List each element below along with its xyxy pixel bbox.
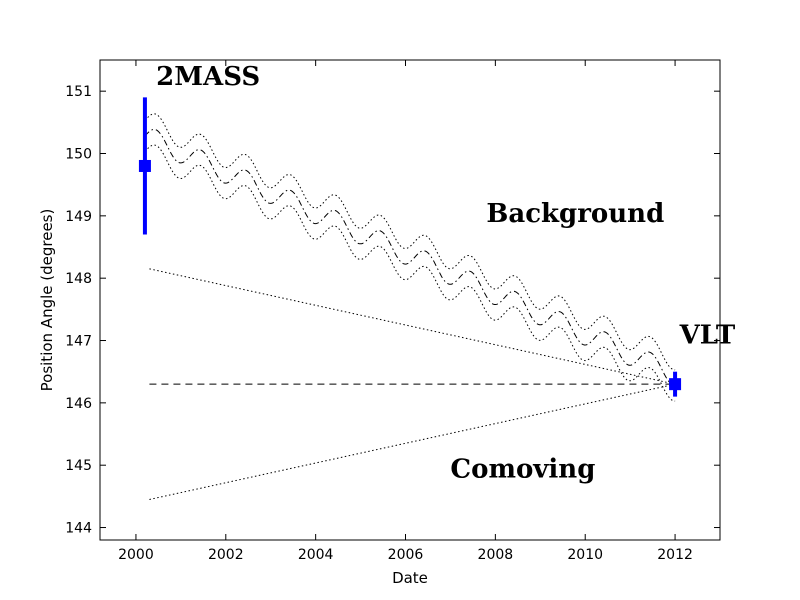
y-tick-label: 149 [65,209,92,225]
annotation-comoving: Comoving [450,455,595,485]
x-axis-label: Date [392,569,428,587]
plot-frame [99,59,721,541]
x-tick-label: 2000 [118,547,154,563]
2mass-point [138,159,151,172]
background-track-upper [144,113,676,371]
vlt-point [669,378,682,391]
comoving-envelope-upper [149,268,676,385]
y-tick-label: 145 [65,458,92,474]
annotation-2mass: 2MASS [156,62,260,92]
annotation-vlt: VLT [679,321,736,351]
y-axis-label: Position Angle (degrees) [38,209,56,392]
y-tick-label: 151 [65,84,92,100]
x-tick-label: 2002 [208,547,244,563]
plot-lines [144,113,676,500]
comoving-envelope-lower [149,383,676,500]
y-tick-label: 150 [65,147,92,163]
background-track-center [144,128,676,386]
background-track-lower [144,144,676,402]
x-tick-label: 2006 [388,547,424,563]
x-tick-label: 2008 [478,547,514,563]
y-tick-label: 144 [65,521,92,537]
x-tick-label: 2012 [657,547,693,563]
measurement-markers [138,97,682,397]
y-tick-label: 148 [65,271,92,287]
annotation-background: Background [486,199,664,229]
annotations: 2MASS Background VLT Comoving [156,62,736,485]
x-tick-label: 2010 [567,547,603,563]
x-tick-label: 2004 [298,547,334,563]
axis-ticks: 2000 2002 2004 2006 2008 2010 2012 144 145 146 147… [65,60,720,563]
y-tick-label: 147 [65,334,92,350]
y-tick-label: 146 [65,396,92,412]
